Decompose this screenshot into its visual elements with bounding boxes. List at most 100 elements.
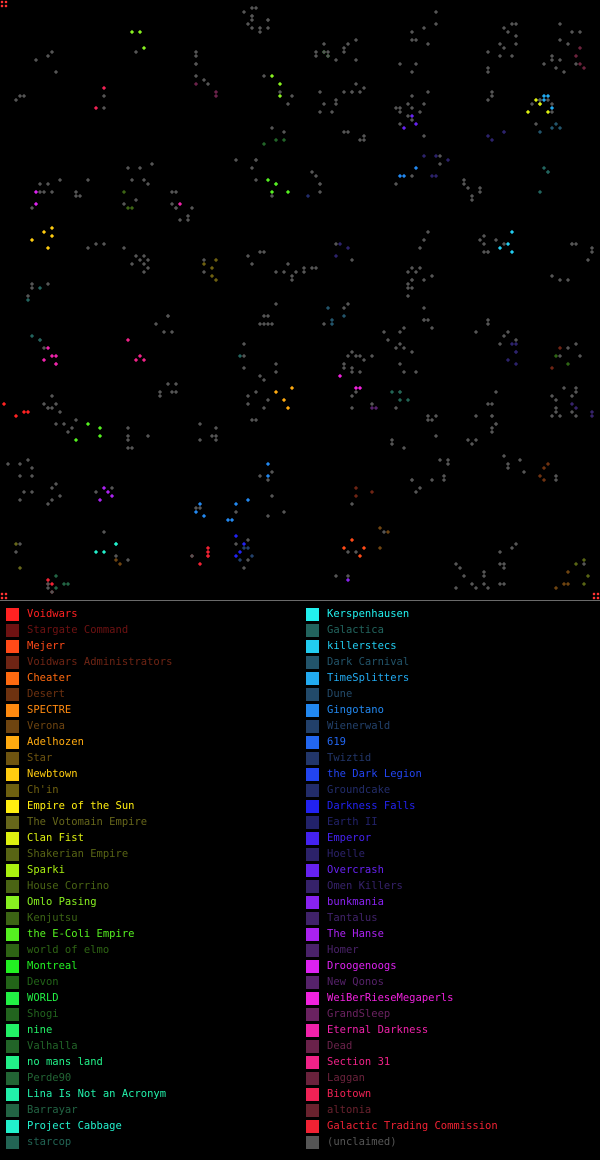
star-system (125, 437, 131, 443)
star-system (389, 389, 395, 395)
star-system (93, 489, 99, 495)
star-system (313, 265, 319, 271)
star-system (141, 357, 147, 363)
star-system (213, 437, 219, 443)
legend-swatch (306, 1119, 319, 1133)
star-system (193, 73, 199, 79)
legend-entry: Homer (306, 942, 600, 958)
star-system (245, 557, 251, 563)
legend-entry: Emperor (306, 830, 600, 846)
star-system (397, 329, 403, 335)
star-system (489, 137, 495, 143)
star-system (73, 189, 79, 195)
star-system (485, 585, 491, 591)
star-system (413, 121, 419, 127)
star-system (85, 421, 91, 427)
star-system (125, 337, 131, 343)
star-system (397, 109, 403, 115)
star-system (549, 393, 555, 399)
star-system (309, 265, 315, 271)
star-system (481, 569, 487, 575)
star-system (541, 97, 547, 103)
legend-entry: no mans land (6, 1054, 306, 1070)
star-system (353, 493, 359, 499)
star-system (45, 577, 51, 583)
legend-entry: Section 31 (306, 1054, 600, 1070)
star-system (557, 125, 563, 131)
legend-label: Stargate Command (27, 624, 129, 636)
star-system (401, 125, 407, 131)
legend-swatch (306, 831, 319, 845)
star-system (29, 285, 35, 291)
star-system (325, 53, 331, 59)
star-system (409, 105, 415, 111)
galaxy-map (1, 5, 595, 595)
legend-label: the E-Coli Empire (27, 928, 135, 940)
star-system (557, 21, 563, 27)
star-system (125, 557, 131, 563)
star-system (101, 85, 107, 91)
star-system (125, 425, 131, 431)
legend-swatch (6, 1103, 19, 1117)
star-system (45, 53, 51, 59)
legend-swatch (306, 847, 319, 861)
star-system (501, 241, 507, 247)
star-system (97, 497, 103, 503)
star-system (481, 573, 487, 579)
star-system (213, 277, 219, 283)
star-system (545, 109, 551, 115)
legend-entry: Cheater (6, 670, 306, 686)
star-system (309, 169, 315, 175)
star-system (369, 401, 375, 407)
legend-label: Omlo Pasing (27, 896, 97, 908)
star-system (505, 461, 511, 467)
star-system (329, 109, 335, 115)
legend-entry: Verona (6, 718, 306, 734)
legend-label: Kenjutsu (27, 912, 78, 924)
star-system (337, 373, 343, 379)
star-system (461, 177, 467, 183)
legend-label: WeiBerRieseMegaperls (327, 992, 454, 1004)
star-system (509, 53, 515, 59)
star-system (497, 41, 503, 47)
star-system (41, 401, 47, 407)
star-system (341, 129, 347, 135)
star-system (565, 41, 571, 47)
star-system (513, 41, 519, 47)
star-system (45, 281, 51, 287)
star-system (333, 101, 339, 107)
legend-swatch (306, 751, 319, 765)
legend-swatch (306, 735, 319, 749)
star-system (205, 81, 211, 87)
star-system (425, 41, 431, 47)
star-system (573, 61, 579, 67)
star-system (489, 413, 495, 419)
legend-swatch (306, 1039, 319, 1053)
legend-entry: TimeSplitters (306, 670, 600, 686)
legend-swatch (6, 911, 19, 925)
star-system (101, 549, 107, 555)
star-system (237, 353, 243, 359)
star-system (505, 465, 511, 471)
star-system (65, 429, 71, 435)
star-system (133, 253, 139, 259)
star-system (553, 409, 559, 415)
star-system (249, 261, 255, 267)
legend-label: killerstecs (327, 640, 397, 652)
star-system (241, 9, 247, 15)
star-system (389, 441, 395, 447)
star-system (245, 393, 251, 399)
star-system (49, 497, 55, 503)
legend-swatch (6, 1007, 19, 1021)
star-system (317, 89, 323, 95)
star-system (93, 105, 99, 111)
star-system (249, 417, 255, 423)
legend-swatch (6, 959, 19, 973)
star-system (193, 505, 199, 511)
star-system (253, 417, 259, 423)
legend-swatch (6, 1119, 19, 1133)
star-system (137, 165, 143, 171)
legend-entry: Sparki (6, 862, 306, 878)
legend-swatch (6, 671, 19, 685)
star-system (337, 241, 343, 247)
